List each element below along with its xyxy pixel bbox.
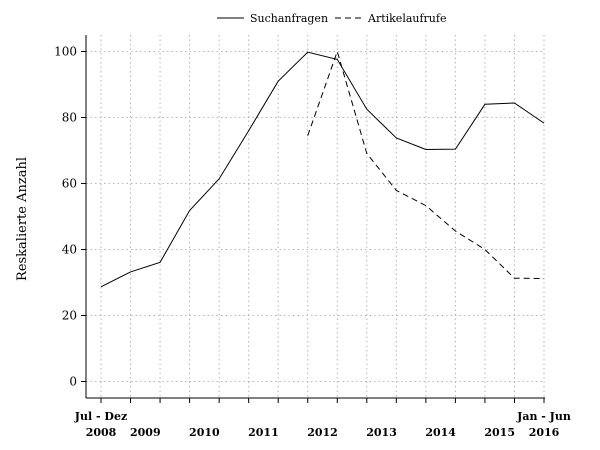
x-ticks: Jul - Dez 2008 2009 2010 2011 2012 2013 2014 201… [74,398,571,439]
y-tick-label-40: 40 [62,243,77,257]
x-tick-label-1: 2009 [130,426,161,439]
series-line-suchanfragen [100,51,545,288]
x-tick-label-3: 2011 [248,426,279,439]
y-tick-label-0: 0 [69,375,77,389]
x-tick-label-4: 2012 [307,426,338,439]
legend: Suchanfragen Artikelaufrufe [217,12,446,25]
axes [85,35,545,399]
y-tick-label-20: 20 [62,309,77,323]
x-tick-label-top-0: Jul - Dez [74,410,127,423]
x-tick-label-6: 2014 [425,426,456,439]
y-tick-label-60: 60 [62,177,77,191]
series-lines [100,49,545,288]
y-tick-label-80: 80 [62,111,77,125]
x-tick-label-7: 2015 [484,426,515,439]
x-tick-label-2: 2010 [189,426,220,439]
series-line-artikelaufrufe [307,49,545,280]
legend-label-artikelaufrufe: Artikelaufrufe [367,12,446,25]
grid [86,35,545,398]
x-tick-label-8: 2016 [529,426,560,439]
x-tick-label-5: 2013 [366,426,397,439]
x-tick-label-0: 2008 [86,426,117,439]
legend-label-suchanfragen: Suchanfragen [250,12,328,25]
y-axis-label: Reskalierte Anzahl [15,157,30,281]
y-tick-label-100: 100 [54,45,77,59]
y-ticks: 0 20 40 60 80 100 [54,45,86,389]
x-tick-label-top-8: Jan - Jun [516,410,571,423]
